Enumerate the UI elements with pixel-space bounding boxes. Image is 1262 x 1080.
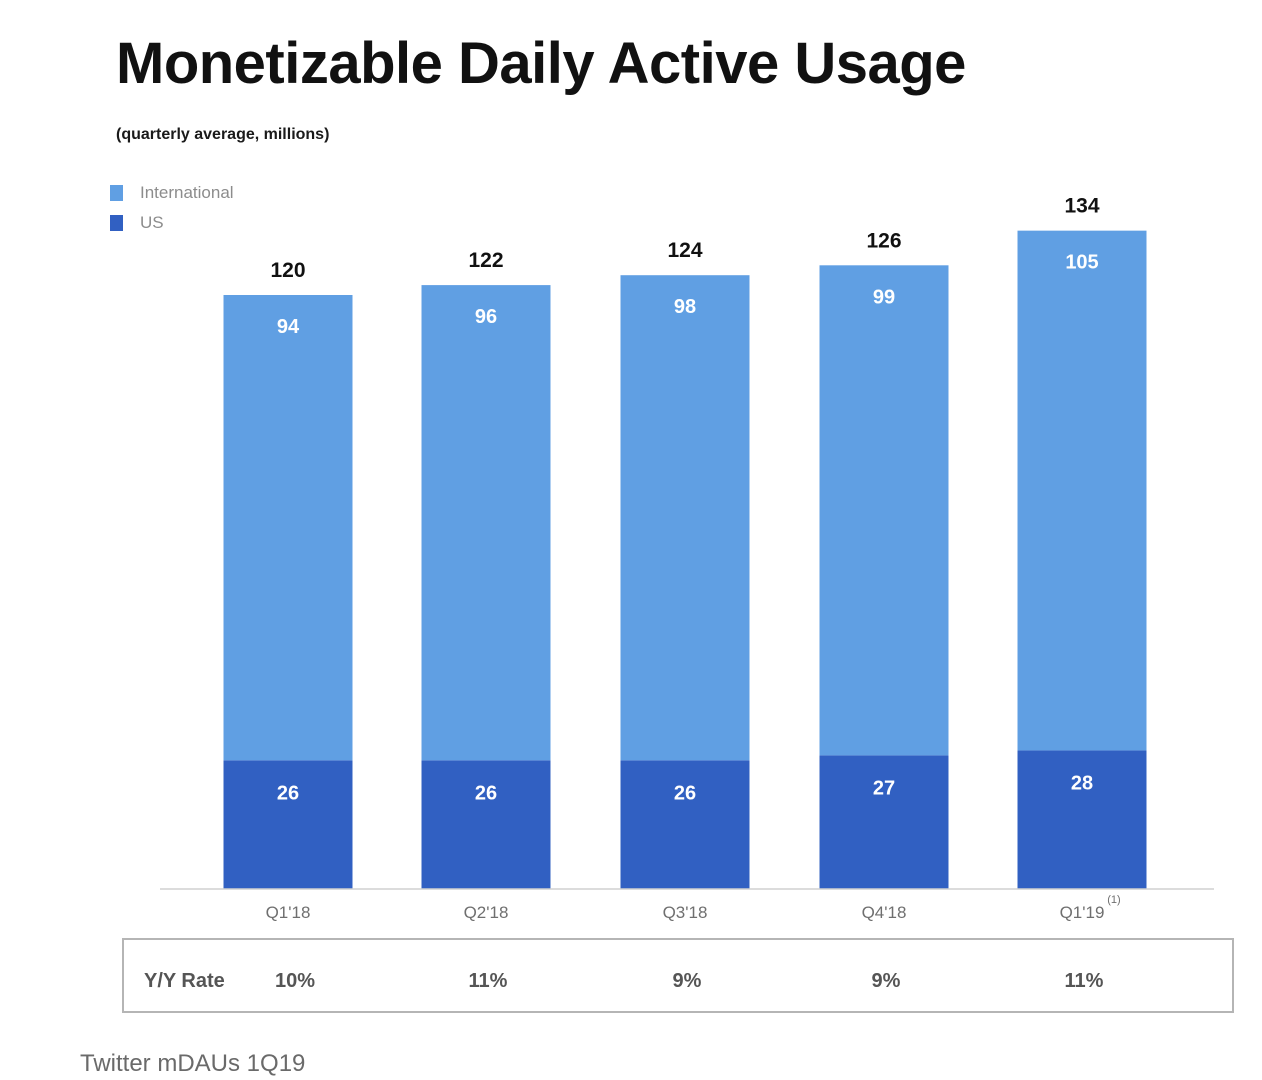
bar-international	[223, 295, 353, 761]
bar-us	[819, 755, 949, 889]
data-label-total: 126	[866, 229, 901, 252]
yy-rate-table: Y/Y Rate 10% 11% 9% 9% 11%	[122, 938, 1234, 1013]
data-label-us: 26	[475, 782, 497, 804]
legend: International US	[110, 178, 234, 238]
yy-rate-value: 11%	[1064, 970, 1104, 992]
footnote-mark: (1)	[1107, 894, 1120, 906]
chart-title: Monetizable Daily Active Usage	[116, 31, 966, 96]
data-label-international: 105	[1065, 252, 1098, 274]
bar-us	[421, 760, 551, 889]
data-label-international: 96	[475, 306, 497, 328]
legend-swatch-us	[110, 215, 123, 231]
bar-international	[620, 275, 750, 761]
legend-item-us: US	[110, 208, 234, 238]
bar-us	[620, 760, 750, 889]
x-tick-label: Q1'18	[266, 903, 311, 922]
x-tick-label: Q1'19	[1060, 903, 1105, 922]
x-tick-label: Q3'18	[663, 903, 708, 922]
bar-international	[421, 285, 551, 761]
legend-swatch-international	[110, 185, 123, 201]
bar-international	[819, 265, 949, 756]
bar-us	[1017, 750, 1147, 889]
yy-rate-value: 9%	[672, 970, 702, 992]
data-label-total: 124	[667, 239, 702, 262]
bar-international	[1017, 230, 1147, 751]
yy-rate-label: Y/Y Rate	[144, 970, 225, 992]
data-label-total: 120	[270, 259, 305, 282]
stacked-bar-chart: 26 94 120 Q1'18 26 96 122 Q2'18 26 98 124 Q3'18 27 99…	[160, 195, 1214, 922]
x-tick-label: Q2'18	[464, 903, 509, 922]
yy-rate-value: 10%	[274, 970, 316, 992]
yy-rate-value: 11%	[468, 970, 508, 992]
legend-label-us: US	[140, 213, 164, 232]
data-label-us: 28	[1071, 772, 1093, 794]
data-label-total: 134	[1064, 195, 1099, 218]
data-label-us: 27	[873, 777, 895, 799]
bar-us	[223, 760, 353, 889]
data-label-international: 94	[277, 316, 300, 338]
legend-label-international: International	[140, 183, 234, 202]
data-label-total: 122	[468, 249, 503, 272]
data-label-us: 26	[674, 782, 696, 804]
data-label-international: 99	[873, 286, 895, 308]
yy-rate-value: 9%	[871, 970, 901, 992]
legend-item-international: International	[110, 178, 234, 208]
chart-subtitle: (quarterly average, millions)	[116, 126, 330, 143]
data-label-us: 26	[277, 782, 299, 804]
x-tick-label: Q4'18	[862, 903, 907, 922]
data-label-international: 98	[674, 296, 696, 318]
image-caption: Twitter mDAUs 1Q19	[80, 1050, 306, 1077]
